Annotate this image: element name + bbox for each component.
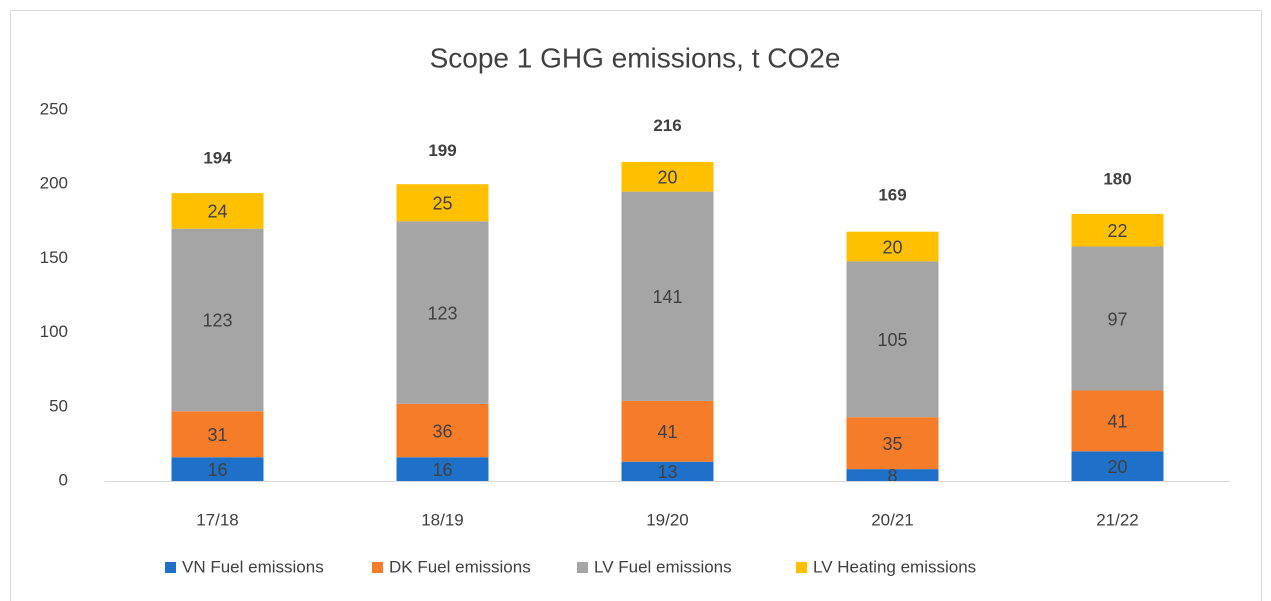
bar-segment: [396, 221, 489, 404]
legend-swatch: [796, 562, 807, 573]
legend-label: LV Fuel emissions: [594, 557, 732, 576]
data-label: 97: [1107, 309, 1127, 329]
y-tick-label: 150: [40, 248, 68, 267]
bar-segment: [846, 261, 939, 418]
data-label: 31: [207, 425, 227, 445]
bar-segment: [396, 403, 489, 458]
bar-segment: [846, 469, 939, 481]
data-label: 13: [657, 462, 677, 482]
x-tick-label: 19/20: [646, 510, 689, 529]
bar-segment: [1071, 390, 1164, 452]
legend-swatch: [372, 562, 383, 573]
legend-label: DK Fuel emissions: [389, 557, 531, 576]
bar-segment: [846, 231, 939, 262]
chart-title: Scope 1 GHG emissions, t CO2e: [430, 42, 841, 73]
bar-segment: [621, 161, 714, 192]
data-label: 20: [882, 237, 902, 257]
data-label: 41: [1107, 412, 1127, 432]
bar-segment: [1071, 246, 1164, 391]
x-tick-label: 18/19: [421, 510, 464, 529]
total-label: 180: [1103, 169, 1131, 188]
data-label: 35: [882, 434, 902, 454]
data-label: 105: [877, 330, 907, 350]
total-label: 169: [878, 186, 906, 205]
bar-segment: [171, 411, 264, 458]
y-tick-label: 100: [40, 322, 68, 341]
bar-segment: [846, 417, 939, 470]
bar-segment: [621, 400, 714, 462]
data-label: 20: [1107, 457, 1127, 477]
data-label: 123: [427, 303, 457, 323]
bar-segment: [1071, 213, 1164, 247]
data-label: 20: [657, 168, 677, 188]
bar-segment: [621, 461, 714, 481]
x-tick-label: 20/21: [871, 510, 914, 529]
y-tick-label: 250: [40, 99, 68, 118]
legend-swatch: [577, 562, 588, 573]
data-label: 16: [207, 460, 227, 480]
data-label: 16: [432, 460, 452, 480]
total-label: 216: [653, 116, 681, 135]
bar-segment: [621, 191, 714, 401]
x-tick-label: 17/18: [196, 510, 239, 529]
data-label: 25: [432, 194, 452, 214]
data-label: 141: [652, 287, 682, 307]
bar-segment: [396, 184, 489, 222]
legend-label: LV Heating emissions: [813, 557, 976, 576]
data-label: 8: [887, 466, 897, 486]
data-label: 22: [1107, 221, 1127, 241]
bar-segment: [396, 457, 489, 481]
bar-segment: [1071, 451, 1164, 481]
x-tick-label: 21/22: [1096, 510, 1139, 529]
data-label: 41: [657, 422, 677, 442]
legend-label: VN Fuel emissions: [182, 557, 324, 576]
data-label: 24: [207, 202, 227, 222]
bar-segment: [171, 228, 264, 412]
total-label: 199: [428, 141, 456, 160]
y-tick-label: 0: [59, 470, 68, 489]
y-tick-label: 200: [40, 174, 68, 193]
y-tick-label: 50: [49, 396, 68, 415]
data-label: 123: [202, 311, 232, 331]
total-label: 194: [203, 149, 232, 168]
bar-segment: [171, 457, 264, 481]
legend-swatch: [165, 562, 176, 573]
bar-segment: [171, 193, 264, 229]
data-label: 36: [432, 421, 452, 441]
